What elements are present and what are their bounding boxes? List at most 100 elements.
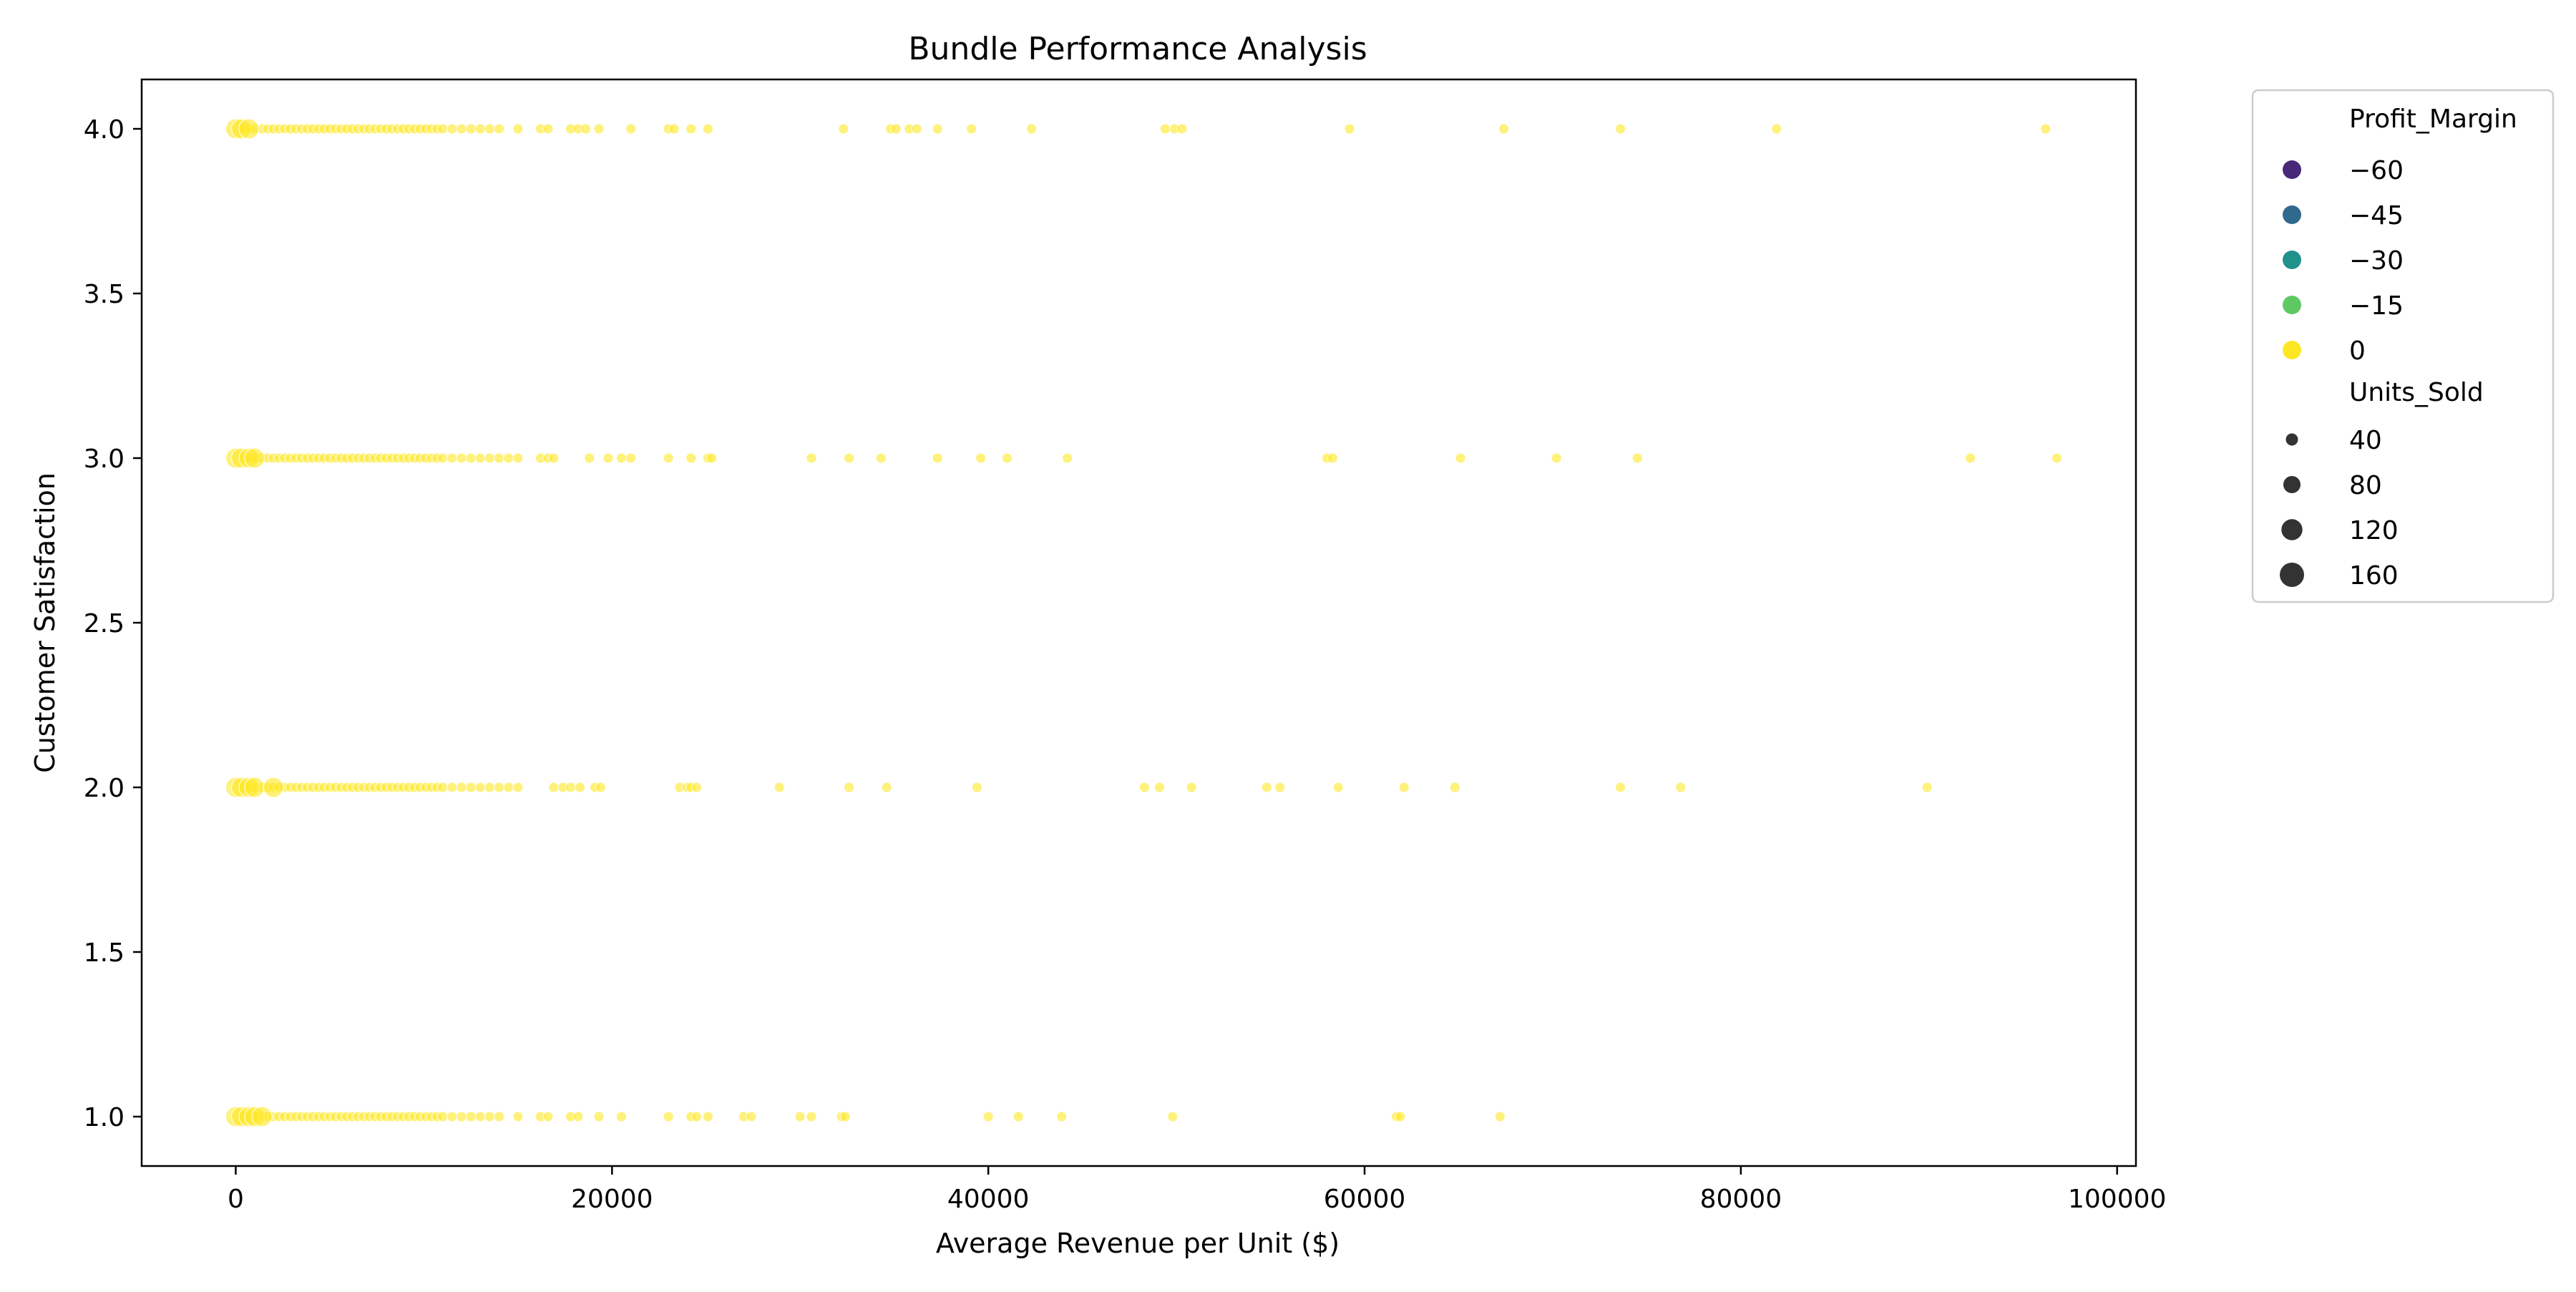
legend-size-label: 40 <box>2349 426 2382 455</box>
legend-hue-label: 0 <box>2349 336 2366 366</box>
data-point <box>447 1111 458 1122</box>
data-point <box>965 123 977 135</box>
legend-hue-label: −15 <box>2349 291 2404 321</box>
data-point <box>493 1111 505 1122</box>
data-point <box>484 123 496 135</box>
data-point <box>1261 782 1272 793</box>
y-tick-label: 2.0 <box>84 774 125 803</box>
data-point <box>663 452 674 464</box>
data-point <box>593 123 605 135</box>
data-point <box>572 1111 584 1122</box>
data-point <box>456 452 467 464</box>
data-point <box>691 782 703 793</box>
data-point <box>548 452 560 464</box>
data-point <box>437 123 449 135</box>
data-point <box>1921 782 1933 793</box>
data-point <box>1061 452 1073 464</box>
legend-frame <box>2251 89 2555 603</box>
data-point <box>1771 123 1782 135</box>
data-point <box>2040 123 2051 135</box>
legend: Profit_Margin −60 −45 −30 −15 0 Units_Sold 4… <box>2251 89 2555 603</box>
data-point <box>437 452 449 464</box>
data-point <box>932 123 943 135</box>
data-point <box>875 452 887 464</box>
data-point <box>1138 782 1150 793</box>
legend-size-marker <box>2283 475 2301 494</box>
data-point <box>1455 452 1466 464</box>
data-point <box>548 782 560 793</box>
data-point <box>1056 1111 1068 1122</box>
data-point <box>1614 123 1626 135</box>
data-point <box>746 1111 757 1122</box>
data-point <box>971 782 982 793</box>
data-point-large <box>238 118 260 140</box>
data-point <box>1498 123 1510 135</box>
data-point <box>503 452 514 464</box>
data-point <box>1395 1111 1406 1122</box>
legend-size-marker <box>2285 433 2298 446</box>
data-point-large <box>263 777 284 798</box>
data-point <box>1449 782 1460 793</box>
legend-size-marker <box>2280 563 2304 587</box>
data-point <box>691 1111 703 1122</box>
data-point <box>615 1111 628 1122</box>
y-tick-label: 1.0 <box>84 1103 125 1132</box>
data-point <box>465 782 477 793</box>
data-point <box>575 782 586 793</box>
legend-size-label: 80 <box>2349 471 2382 500</box>
legend-hue-marker <box>2283 296 2301 314</box>
data-point <box>512 452 524 464</box>
legend-hue-title: Profit_Margin <box>2349 105 2517 134</box>
y-tick-label: 1.5 <box>84 938 125 968</box>
data-point <box>838 123 849 135</box>
data-point <box>465 452 477 464</box>
data-point <box>625 452 637 464</box>
data-point <box>602 452 614 464</box>
data-point <box>1551 452 1562 464</box>
data-point <box>686 452 697 464</box>
legend-size-title: Units_Sold <box>2349 378 2484 407</box>
data-point <box>932 452 943 464</box>
data-point <box>1176 123 1188 135</box>
data-point <box>1153 782 1166 793</box>
data-point <box>474 1111 486 1122</box>
data-point <box>474 452 486 464</box>
data-point <box>1614 782 1626 793</box>
x-axis-label: Average Revenue per Unit ($) <box>936 1228 1340 1259</box>
plot-area-frame <box>140 78 2137 1167</box>
legend-size-label: 160 <box>2349 561 2399 591</box>
data-point <box>456 123 467 135</box>
data-point <box>484 1111 496 1122</box>
legend-hue-label: −30 <box>2349 246 2404 276</box>
data-point <box>474 123 486 135</box>
data-point <box>447 782 458 793</box>
data-point <box>1398 782 1410 793</box>
legend-hue-marker <box>2283 205 2301 224</box>
x-tick-label: 100000 <box>2068 1185 2166 1214</box>
chart-title: Bundle Performance Analysis <box>908 31 1367 67</box>
data-point <box>503 782 514 793</box>
data-point <box>465 123 477 135</box>
data-point <box>512 782 524 793</box>
data-point <box>663 1111 674 1122</box>
data-point <box>512 123 524 135</box>
data-point <box>1675 782 1687 793</box>
data-point <box>843 782 855 793</box>
y-tick-label: 2.5 <box>84 609 125 638</box>
x-tick-label: 20000 <box>571 1185 653 1214</box>
y-tick-label: 4.0 <box>84 115 125 145</box>
y-axis-label: Customer Satisfaction <box>29 472 61 773</box>
data-point <box>542 1111 554 1122</box>
legend-hue-marker <box>2283 160 2301 179</box>
data-point <box>456 1111 467 1122</box>
legend-size-marker <box>2281 519 2303 540</box>
data-point <box>1494 1111 1506 1122</box>
data-point <box>702 123 714 135</box>
data-point <box>839 1111 851 1122</box>
data-point <box>437 1111 449 1122</box>
data-point <box>615 452 628 464</box>
legend-hue-marker <box>2283 341 2301 359</box>
data-point <box>1159 123 1171 135</box>
x-tick-label: 40000 <box>947 1185 1030 1214</box>
